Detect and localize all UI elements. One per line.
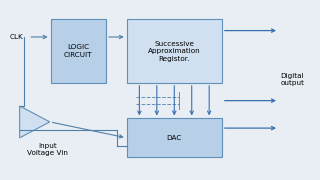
Text: LOGIC
CIRCUIT: LOGIC CIRCUIT <box>64 44 92 58</box>
Text: CLK: CLK <box>9 34 23 40</box>
Polygon shape <box>20 106 50 138</box>
Text: DAC: DAC <box>167 135 182 141</box>
FancyBboxPatch shape <box>127 118 222 157</box>
Text: Input
Voltage Vin: Input Voltage Vin <box>27 143 68 156</box>
FancyBboxPatch shape <box>51 19 106 83</box>
Text: Digital
output: Digital output <box>281 73 305 86</box>
Text: Successive
Approximation
Registor.: Successive Approximation Registor. <box>148 40 201 62</box>
FancyBboxPatch shape <box>127 19 222 83</box>
